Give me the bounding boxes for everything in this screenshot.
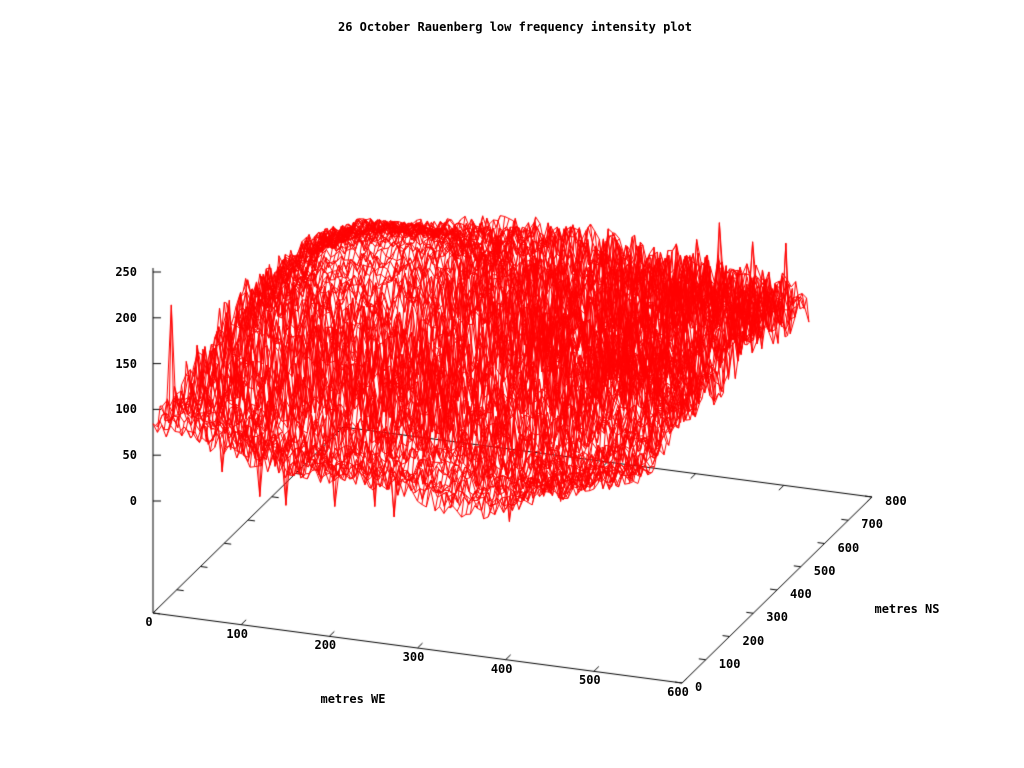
plot-title: 26 October Rauenberg low frequency inten… <box>337 20 693 34</box>
x-tick-label: 0 <box>145 615 153 629</box>
y-tick-label: 600 <box>837 540 860 555</box>
y-tick-label: 400 <box>790 587 812 601</box>
x-tick-label: 100 <box>226 626 248 641</box>
x-tick-label: 200 <box>314 638 337 653</box>
ns-axis-label: metres NS <box>874 602 940 616</box>
y-tick-label: 500 <box>813 563 836 578</box>
y-tick-label: 0 <box>695 680 703 694</box>
y-tick-label: 700 <box>861 517 883 532</box>
z-tick-label: 100 <box>115 402 137 417</box>
y-tick-label: 800 <box>885 494 907 508</box>
z-tick-label: 0 <box>129 494 137 508</box>
z-tick-label: 250 <box>115 265 137 279</box>
z-tick-label: 50 <box>122 448 137 463</box>
x-tick-label: 300 <box>402 650 425 664</box>
y-tick-label: 200 <box>742 633 765 648</box>
y-tick-label: 100 <box>718 656 741 671</box>
x-tick-label: 600 <box>667 685 689 699</box>
z-tick-label: 150 <box>115 356 137 371</box>
y-tick-label: 300 <box>766 610 788 625</box>
z-tick-label: 200 <box>115 310 137 325</box>
we-axis-label: metres WE <box>320 692 386 706</box>
x-tick-label: 400 <box>490 661 513 676</box>
x-tick-label: 500 <box>578 673 601 688</box>
